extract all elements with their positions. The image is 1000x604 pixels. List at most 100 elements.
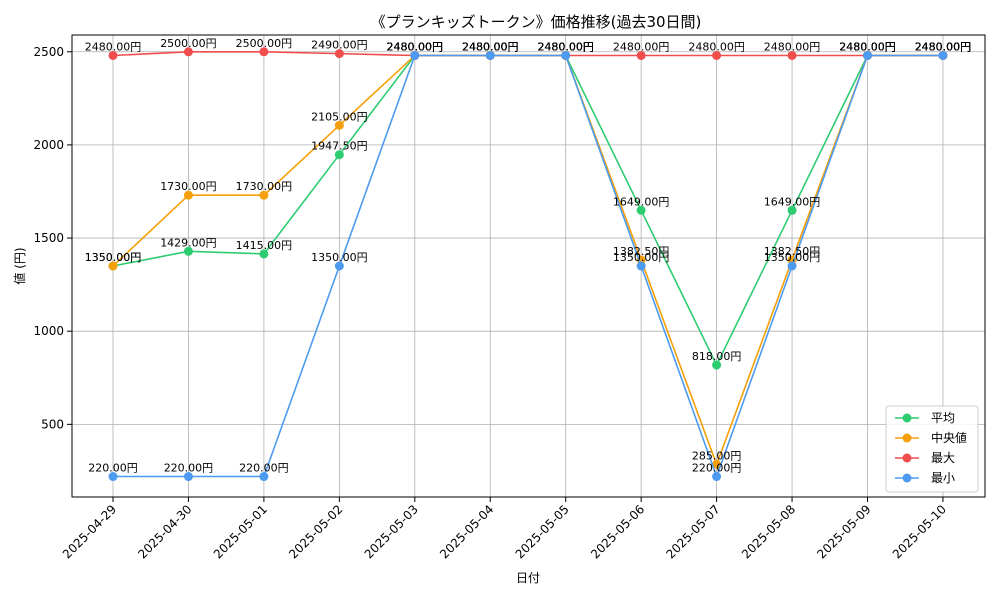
legend-marker — [902, 473, 912, 483]
data-label: 1350.00円 — [764, 251, 821, 264]
x-tick-label: 2025-05-03 — [362, 502, 421, 561]
y-tick-label: 2000 — [33, 138, 64, 152]
legend-label: 最小 — [931, 471, 955, 485]
data-point — [712, 360, 722, 370]
data-label: 2480.00円 — [915, 40, 972, 53]
data-label: 1350.00円 — [85, 251, 142, 264]
data-label: 220.00円 — [692, 462, 742, 475]
data-label: 2480.00円 — [462, 40, 519, 53]
legend-marker — [902, 433, 912, 443]
legend-item: 中央値 — [895, 430, 967, 445]
legend-item: 平均 — [895, 411, 955, 425]
data-label: 2490.00円 — [311, 39, 368, 52]
x-tick-label: 2025-05-09 — [814, 502, 873, 561]
data-label: 1429.00円 — [160, 236, 217, 249]
x-tick-label: 2025-05-01 — [211, 502, 270, 561]
tick-layer: 2025-04-29 2025-04-30 2025-05-01 2025-05-02… — [33, 45, 949, 562]
data-label: 2480.00円 — [613, 40, 670, 53]
data-label: 1382.50円 — [764, 245, 821, 258]
data-point — [259, 190, 269, 200]
y-tick-label: 1500 — [33, 231, 64, 245]
data-label: 1350.00円 — [613, 251, 670, 264]
data-label: 2480.00円 — [839, 40, 896, 53]
data-label: 2480.00円 — [839, 40, 896, 53]
data-point — [787, 261, 797, 271]
data-label: 2480.00円 — [85, 40, 142, 53]
data-point — [334, 49, 344, 59]
data-point — [334, 150, 344, 160]
data-label: 220.00円 — [239, 462, 289, 475]
data-point — [259, 472, 269, 482]
data-label: 2480.00円 — [387, 40, 444, 53]
data-point — [712, 50, 722, 60]
data-label: 1730.00円 — [160, 180, 217, 193]
y-tick-label: 2500 — [33, 45, 64, 59]
x-tick-label: 2025-05-10 — [890, 502, 949, 561]
data-label: 2480.00円 — [387, 40, 444, 53]
data-point — [863, 50, 872, 60]
x-tick-label: 2025-05-08 — [739, 502, 798, 561]
data-point — [636, 50, 646, 60]
y-tick-label: 1000 — [33, 324, 64, 338]
data-label: 1382.50円 — [613, 245, 670, 258]
data-point — [561, 50, 571, 60]
series-line — [112, 54, 943, 367]
data-label: 2480.00円 — [462, 40, 519, 53]
plot-frame — [71, 34, 986, 498]
legend-label: 中央値 — [931, 430, 967, 445]
data-label: 1350.00円 — [85, 251, 142, 264]
data-point — [183, 190, 193, 200]
data-label: 1730.00円 — [236, 180, 293, 193]
data-label: 1947.50円 — [311, 140, 368, 153]
data-label: 2480.00円 — [915, 40, 972, 53]
x-tick-label: 2025-04-30 — [135, 502, 194, 561]
data-label: 2480.00円 — [764, 40, 821, 53]
data-label: 2500.00円 — [236, 37, 293, 50]
legend-marker — [902, 453, 912, 463]
data-point — [410, 50, 420, 60]
x-axis-label: 日付 — [516, 571, 540, 585]
data-label: 2480.00円 — [915, 40, 972, 53]
data-label: 2480.00円 — [387, 40, 444, 53]
y-axis-label: 値 (円) — [12, 247, 27, 284]
x-tick-label: 2025-05-04 — [437, 502, 496, 561]
data-point — [787, 50, 797, 60]
data-label: 220.00円 — [164, 462, 214, 475]
data-label: 220.00円 — [88, 462, 138, 475]
data-point — [108, 261, 118, 271]
data-label: 2105.00円 — [311, 110, 368, 123]
data-point — [183, 47, 193, 57]
data-label: 1649.00円 — [764, 195, 821, 208]
legend-marker — [902, 413, 912, 423]
series-layer — [108, 47, 948, 482]
series-平均 — [108, 50, 948, 370]
data-point — [259, 249, 269, 259]
data-label: 2480.00円 — [537, 40, 594, 53]
data-point — [636, 261, 646, 271]
y-tick-label: 500 — [41, 417, 64, 431]
data-point — [712, 472, 722, 482]
data-point — [108, 472, 118, 482]
data-label: 1649.00円 — [613, 195, 670, 208]
data-point — [259, 47, 269, 57]
data-label: 2480.00円 — [915, 40, 972, 53]
data-label: 2480.00円 — [839, 40, 896, 53]
data-label: 2480.00円 — [462, 40, 519, 53]
legend-item: 最小 — [895, 471, 955, 485]
data-label: 2480.00円 — [387, 40, 444, 53]
data-point — [183, 472, 193, 482]
data-label: 818.00円 — [692, 350, 742, 363]
series-最大 — [108, 47, 948, 60]
data-label: 2480.00円 — [839, 40, 896, 53]
data-point — [334, 261, 344, 271]
data-label: 285.00円 — [692, 449, 742, 462]
series-中央値 — [108, 50, 948, 469]
x-tick-label: 2025-04-29 — [60, 502, 119, 561]
data-point — [787, 205, 797, 215]
data-point — [938, 50, 948, 60]
data-label: 1350.00円 — [311, 251, 368, 264]
data-point — [636, 205, 646, 215]
series-line — [113, 54, 943, 479]
data-point — [712, 459, 722, 469]
